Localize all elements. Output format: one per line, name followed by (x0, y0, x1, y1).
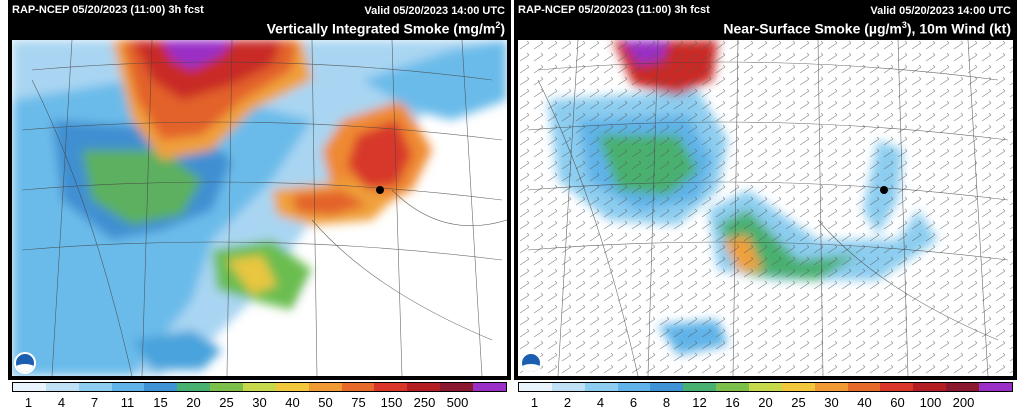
colorbar-swatch (341, 383, 375, 391)
colorbar-label: 4 (57, 395, 66, 410)
colorbar-label: 20 (186, 395, 201, 410)
smoke-map (12, 40, 507, 376)
model-run-label: RAP-NCEP 05/20/2023 (11:00) 3h fcst (518, 4, 710, 16)
colorbar-label: 11 (120, 395, 135, 410)
colorbar-swatch (551, 383, 585, 391)
colorbar-swatch (913, 383, 947, 391)
colorbar-swatch (374, 383, 408, 391)
colorbar-label: 30 (252, 395, 267, 410)
colorbar-label: 1 (24, 395, 33, 410)
colorbar-label: 15 (153, 395, 168, 410)
colorbar-label: 6 (629, 395, 638, 410)
colorbar-labels: 1 4 7 11 15 20 25 30 40 50 75 150 250 500 (12, 395, 507, 413)
colorbar-label: 16 (725, 395, 740, 410)
colorbar-swatch (979, 383, 1012, 391)
colorbar-swatches (12, 382, 507, 392)
colorbar-swatch (650, 383, 684, 391)
panel-title: Vertically Integrated Smoke (mg/m2) (266, 20, 505, 37)
colorbar-swatch (617, 383, 651, 391)
colorbar-swatch (210, 383, 244, 391)
colorbar-label: 50 (318, 395, 333, 410)
colorbar-label: 2 (563, 395, 572, 410)
colorbar-label: 200 (952, 395, 975, 410)
colorbar-swatch (243, 383, 276, 391)
colorbar-label: 500 (446, 395, 469, 410)
colorbar-swatch (781, 383, 815, 391)
colorbar-swatch (177, 383, 211, 391)
near-surface-smoke-panel: RAP-NCEP 05/20/2023 (11:00) 3h fcst Vali… (514, 0, 1017, 418)
colorbar-swatch (78, 383, 112, 391)
colorbar-swatch (275, 383, 309, 391)
colorbar-label: 75 (351, 395, 366, 410)
vertically-integrated-smoke-panel: RAP-NCEP 05/20/2023 (11:00) 3h fcst Vali… (8, 0, 511, 418)
panel-header: RAP-NCEP 05/20/2023 (11:00) 3h fcst Vali… (8, 0, 511, 40)
colorbar-swatch (308, 383, 342, 391)
colorbar-swatch (683, 383, 717, 391)
colorbar-label: 150 (380, 395, 403, 410)
colorbar-label: 20 (758, 395, 773, 410)
colorbar-swatch (814, 383, 848, 391)
colorbar-swatch (45, 383, 79, 391)
colorbar-swatch (749, 383, 782, 391)
colorbar-swatch (13, 383, 46, 391)
valid-time-label: Valid 05/20/2023 14:00 UTC (870, 5, 1011, 17)
colorbar-label: 4 (596, 395, 605, 410)
colorbar-label: 250 (413, 395, 436, 410)
colorbar-swatch (407, 383, 441, 391)
colorbar-label: 30 (824, 395, 839, 410)
panel-title: Near-Surface Smoke (µg/m3), 10m Wind (kt… (723, 20, 1011, 37)
colorbar-swatch (880, 383, 914, 391)
colorbar-label: 12 (692, 395, 707, 410)
colorbar-label: 100 (919, 395, 942, 410)
location-marker (880, 186, 888, 194)
model-run-label: RAP-NCEP 05/20/2023 (11:00) 3h fcst (12, 4, 204, 16)
location-marker (376, 186, 384, 194)
colorbar-swatch (946, 383, 980, 391)
colorbar-label: 40 (857, 395, 872, 410)
colorbar-label: 1 (530, 395, 539, 410)
colorbar-swatch (473, 383, 506, 391)
map-area (8, 40, 511, 380)
colorbar-label: 25 (219, 395, 234, 410)
noaa-logo-icon (520, 352, 542, 374)
colorbar-swatches (518, 382, 1013, 392)
colorbar-swatch (584, 383, 618, 391)
colorbar-swatch (519, 383, 552, 391)
map-area (514, 40, 1017, 380)
colorbar-label: 60 (890, 395, 905, 410)
colorbar-swatch (716, 383, 750, 391)
colorbar-swatch (111, 383, 145, 391)
colorbar-label: 25 (791, 395, 806, 410)
colorbar-swatch (847, 383, 881, 391)
colorbar: 1 2 4 6 8 12 16 20 25 30 40 60 100 200 (514, 382, 1017, 418)
noaa-logo-icon (14, 352, 36, 374)
colorbar-swatch (144, 383, 178, 391)
colorbar-label: 8 (662, 395, 671, 410)
smoke-wind-map (518, 40, 1013, 376)
panel-header: RAP-NCEP 05/20/2023 (11:00) 3h fcst Vali… (514, 0, 1017, 40)
colorbar: 1 4 7 11 15 20 25 30 40 50 75 150 250 500 (8, 382, 511, 418)
colorbar-swatch (440, 383, 474, 391)
colorbar-label: 40 (285, 395, 300, 410)
valid-time-label: Valid 05/20/2023 14:00 UTC (364, 5, 505, 17)
colorbar-label: 7 (90, 395, 99, 410)
colorbar-labels: 1 2 4 6 8 12 16 20 25 30 40 60 100 200 (518, 395, 1013, 413)
